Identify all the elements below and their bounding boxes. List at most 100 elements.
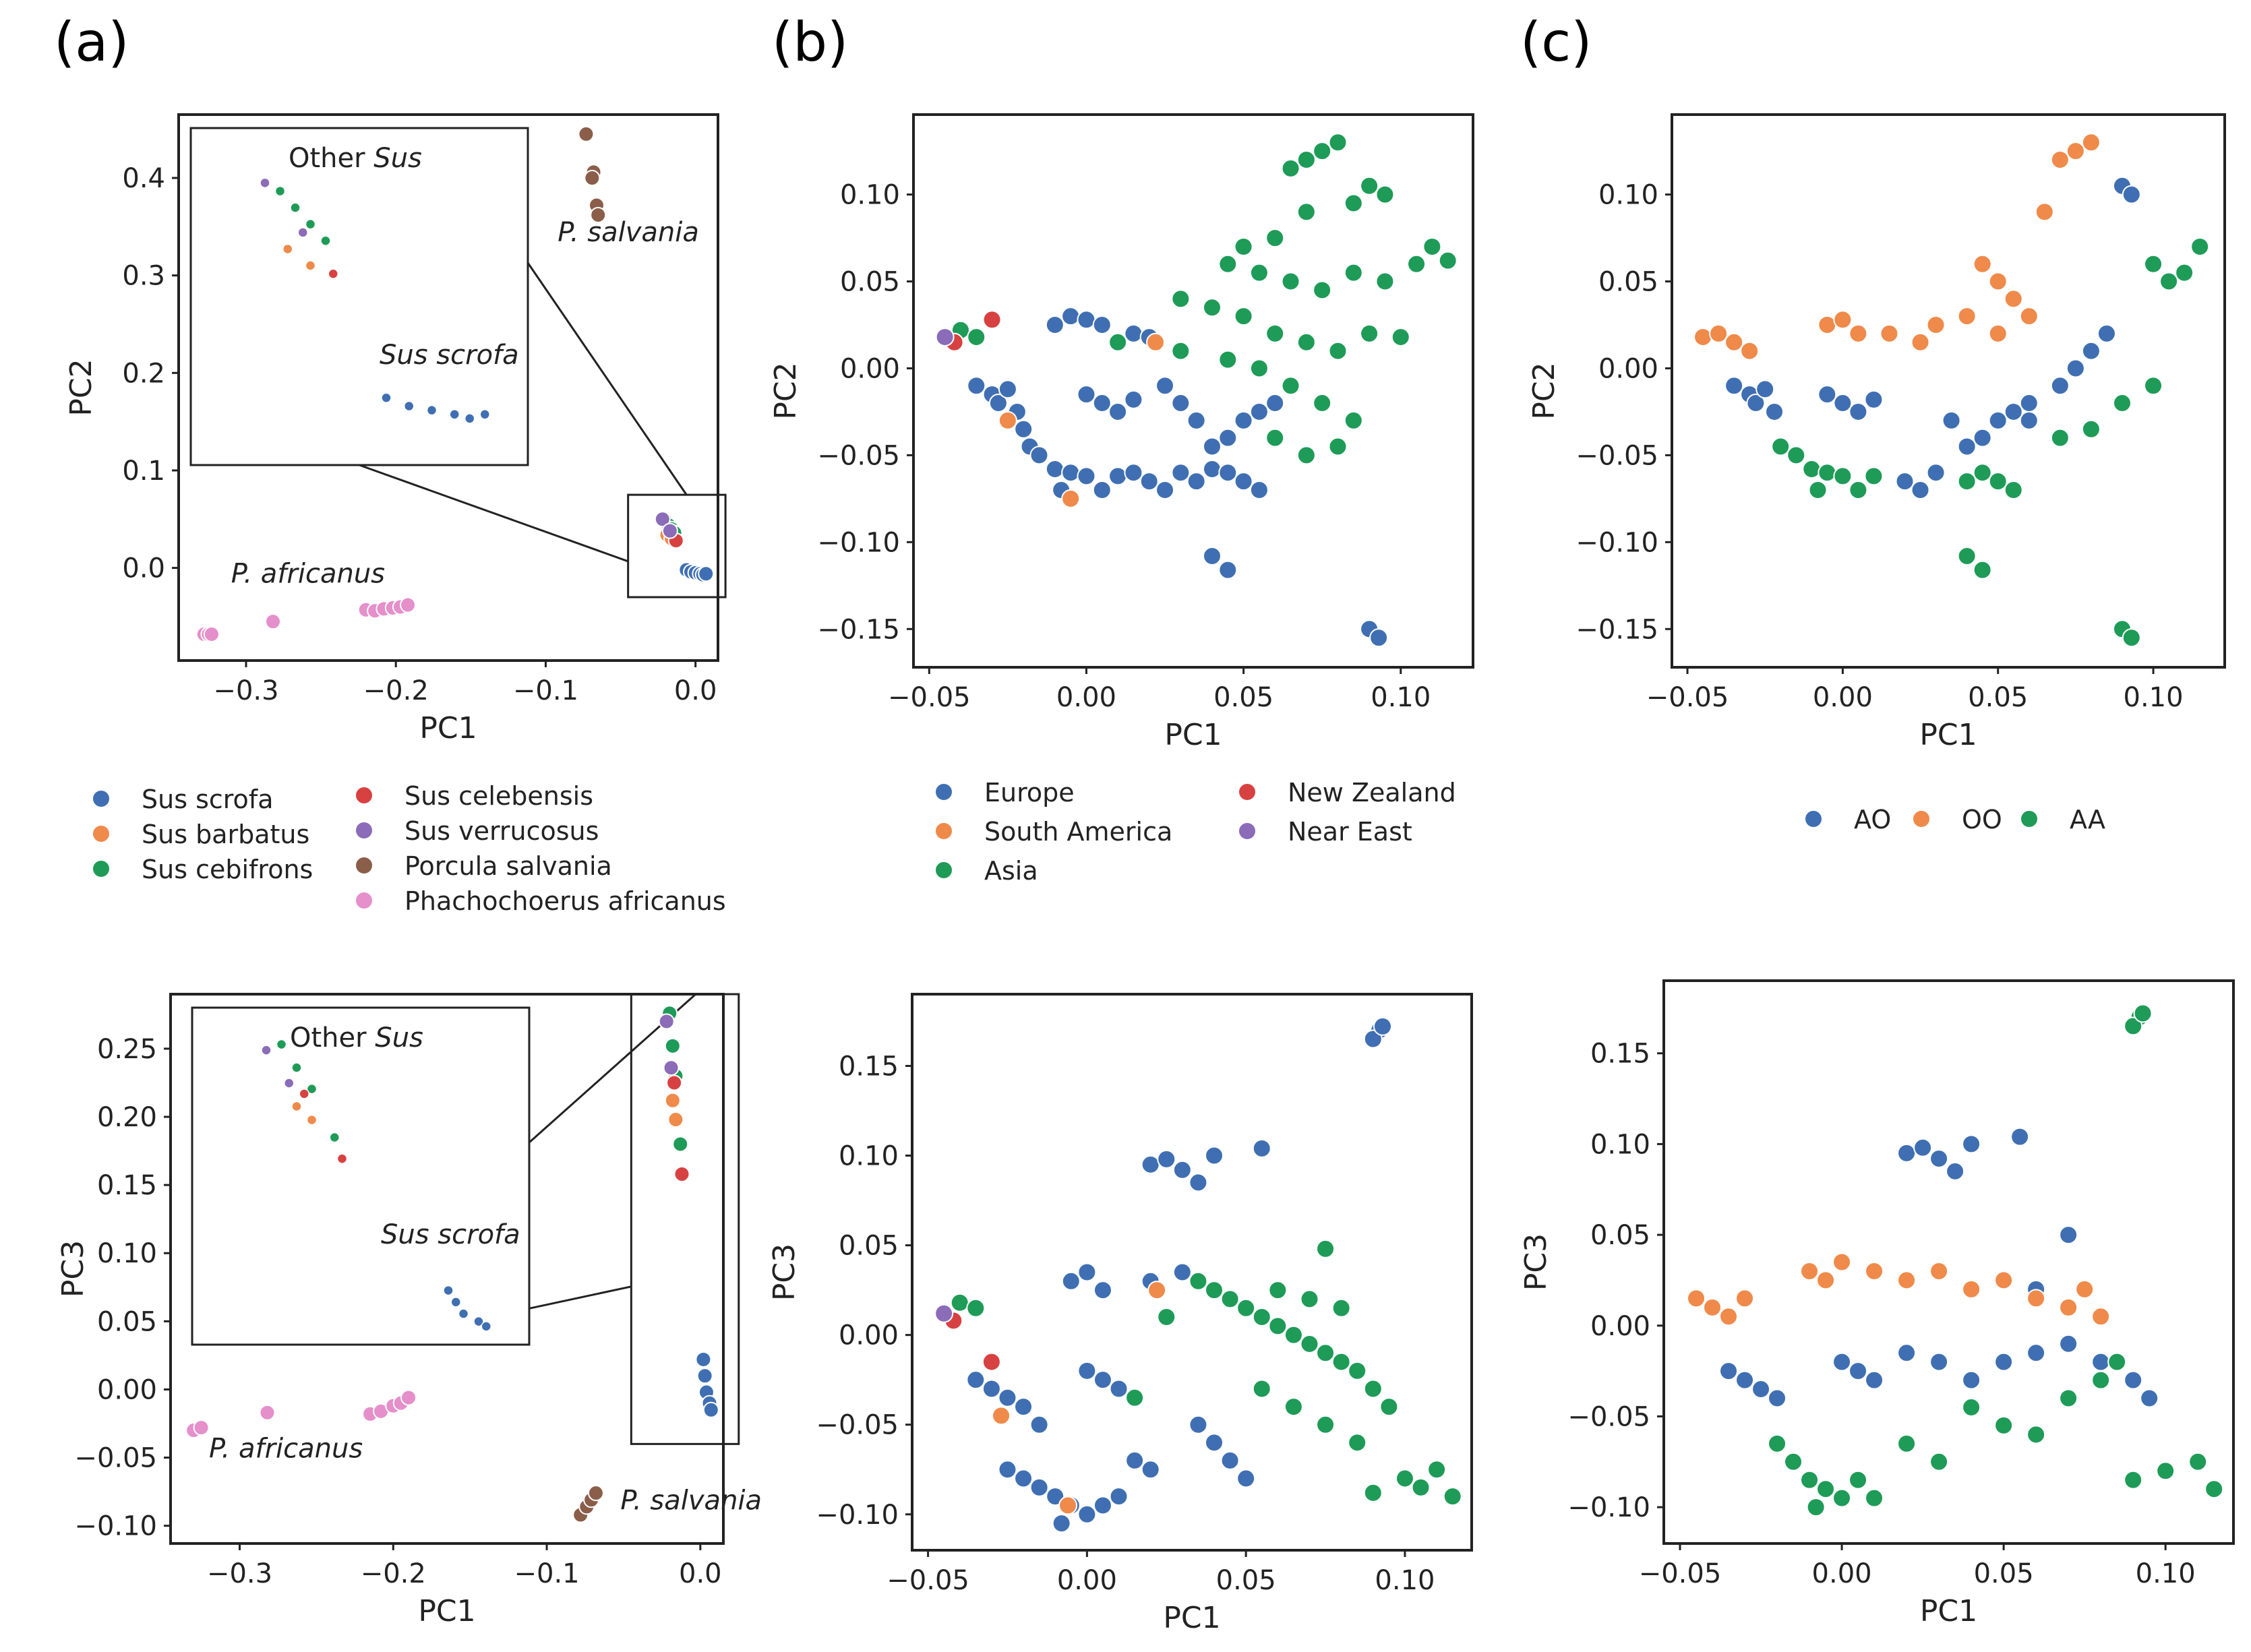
data-point xyxy=(1171,394,1191,413)
data-point xyxy=(2050,428,2070,448)
data-point xyxy=(1994,1271,2014,1290)
data-point xyxy=(1864,466,1884,486)
data-point xyxy=(1187,472,1206,491)
data-point xyxy=(1929,1261,1949,1281)
legend-marker xyxy=(1238,783,1257,801)
data-point xyxy=(998,379,1017,399)
data-point xyxy=(1328,437,1348,456)
data-point xyxy=(658,1013,675,1030)
data-point xyxy=(2027,1343,2046,1363)
data-point xyxy=(1988,324,2008,343)
y-tick-label: 0.10 xyxy=(1590,1129,1650,1160)
inset-point xyxy=(320,235,331,246)
data-point xyxy=(1052,1514,1071,1533)
y-axis-label: PC2 xyxy=(64,359,98,416)
x-tick-label: 0.05 xyxy=(1216,1565,1276,1596)
data-point xyxy=(1994,1352,2014,1372)
data-point xyxy=(1768,1434,1787,1453)
data-point xyxy=(1300,1289,1319,1309)
legend-marker xyxy=(934,861,953,880)
y-tick-label: 0.05 xyxy=(97,1306,157,1337)
data-point xyxy=(1988,472,2008,491)
y-tick-label: −0.05 xyxy=(1575,440,1658,471)
data-point xyxy=(2059,1388,2078,1408)
data-point xyxy=(1929,1149,1949,1168)
data-point xyxy=(1395,1469,1414,1488)
x-axis-label: PC1 xyxy=(1919,718,1977,752)
data-point xyxy=(1973,428,1992,448)
y-axis-label: PC3 xyxy=(56,1240,90,1297)
inset-point xyxy=(473,1316,484,1327)
legend-label: AA xyxy=(2070,805,2105,834)
data-point xyxy=(1061,463,1081,483)
data-point xyxy=(702,1401,719,1418)
legend-marker xyxy=(355,821,373,840)
data-point xyxy=(1751,1380,1771,1399)
inset-point xyxy=(260,177,270,189)
y-tick-label: 0.2 xyxy=(122,358,165,389)
data-point xyxy=(400,1389,417,1406)
data-point xyxy=(1973,463,1992,483)
data-point xyxy=(2081,341,2101,361)
inset-point xyxy=(297,227,308,238)
data-point xyxy=(1833,466,1853,486)
data-point xyxy=(1957,546,1977,565)
data-point xyxy=(259,1404,276,1421)
data-point xyxy=(1709,324,1729,343)
data-point xyxy=(1236,1469,1256,1488)
data-point xyxy=(2144,254,2163,274)
x-tick-label: −0.3 xyxy=(207,1558,272,1589)
data-point xyxy=(1375,272,1395,291)
inset-frame xyxy=(191,1006,531,1346)
data-point xyxy=(1816,1271,1836,1290)
x-tick-label: 0.00 xyxy=(1813,682,1873,713)
data-point xyxy=(1014,1469,1033,1488)
inset-point xyxy=(464,413,475,424)
data-point xyxy=(1189,1173,1208,1192)
data-point xyxy=(967,328,986,347)
y-tick-label: 0.05 xyxy=(839,1231,899,1262)
data-point xyxy=(1141,1155,1160,1174)
data-point xyxy=(2027,1289,2046,1308)
data-point xyxy=(1897,1343,1917,1363)
data-point xyxy=(1946,1161,1965,1181)
x-axis-label: PC1 xyxy=(418,1594,475,1628)
data-point xyxy=(1218,350,1238,369)
data-point xyxy=(1265,428,1285,448)
data-point xyxy=(2081,419,2101,439)
data-point xyxy=(1331,1352,1351,1372)
inset-point xyxy=(479,409,490,420)
data-point xyxy=(1202,546,1222,565)
data-point xyxy=(1108,402,1128,421)
y-tick-label: 0.10 xyxy=(839,1141,899,1172)
data-point xyxy=(654,511,671,528)
y-tick-label: −0.05 xyxy=(817,440,900,471)
legend-item: Sus scrofa xyxy=(92,785,273,814)
y-axis-label: PC2 xyxy=(1527,362,1561,419)
y-tick-label: 0.10 xyxy=(1598,180,1658,211)
data-point xyxy=(2124,1470,2143,1490)
data-point xyxy=(1046,1487,1065,1506)
chart-c-top: −0.05 0.00 0.05 0.10 −0.15 −0.10 −0.05 0.00 0.05… xyxy=(1527,113,2226,752)
legend-item: Sus verrucosus xyxy=(355,816,599,846)
data-point xyxy=(2081,133,2101,152)
y-tick-label: 0.0 xyxy=(122,553,165,584)
data-point xyxy=(2004,480,2023,499)
x-axis-label: PC1 xyxy=(1920,1594,1977,1628)
data-point xyxy=(1171,289,1191,309)
data-point xyxy=(950,1293,969,1312)
y-tick-label: −0.05 xyxy=(1567,1401,1650,1432)
data-point xyxy=(1316,1415,1335,1434)
legend-label: Sus barbatus xyxy=(142,820,309,849)
legend-label: Sus verrucosus xyxy=(404,816,599,846)
data-point xyxy=(1172,1160,1192,1180)
y-tick-label: −0.10 xyxy=(816,1500,899,1531)
data-point xyxy=(1962,1134,1981,1154)
data-point xyxy=(1077,1504,1097,1524)
data-point xyxy=(1833,310,1853,330)
data-point xyxy=(998,1388,1017,1407)
data-point xyxy=(698,565,715,582)
data-point xyxy=(2156,1461,2175,1481)
data-point xyxy=(1313,142,1332,161)
legend-item: Europe xyxy=(934,778,1075,807)
